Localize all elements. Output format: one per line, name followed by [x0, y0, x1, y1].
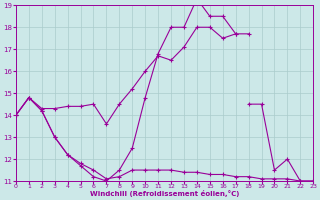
X-axis label: Windchill (Refroidissement éolien,°C): Windchill (Refroidissement éolien,°C) — [90, 190, 239, 197]
